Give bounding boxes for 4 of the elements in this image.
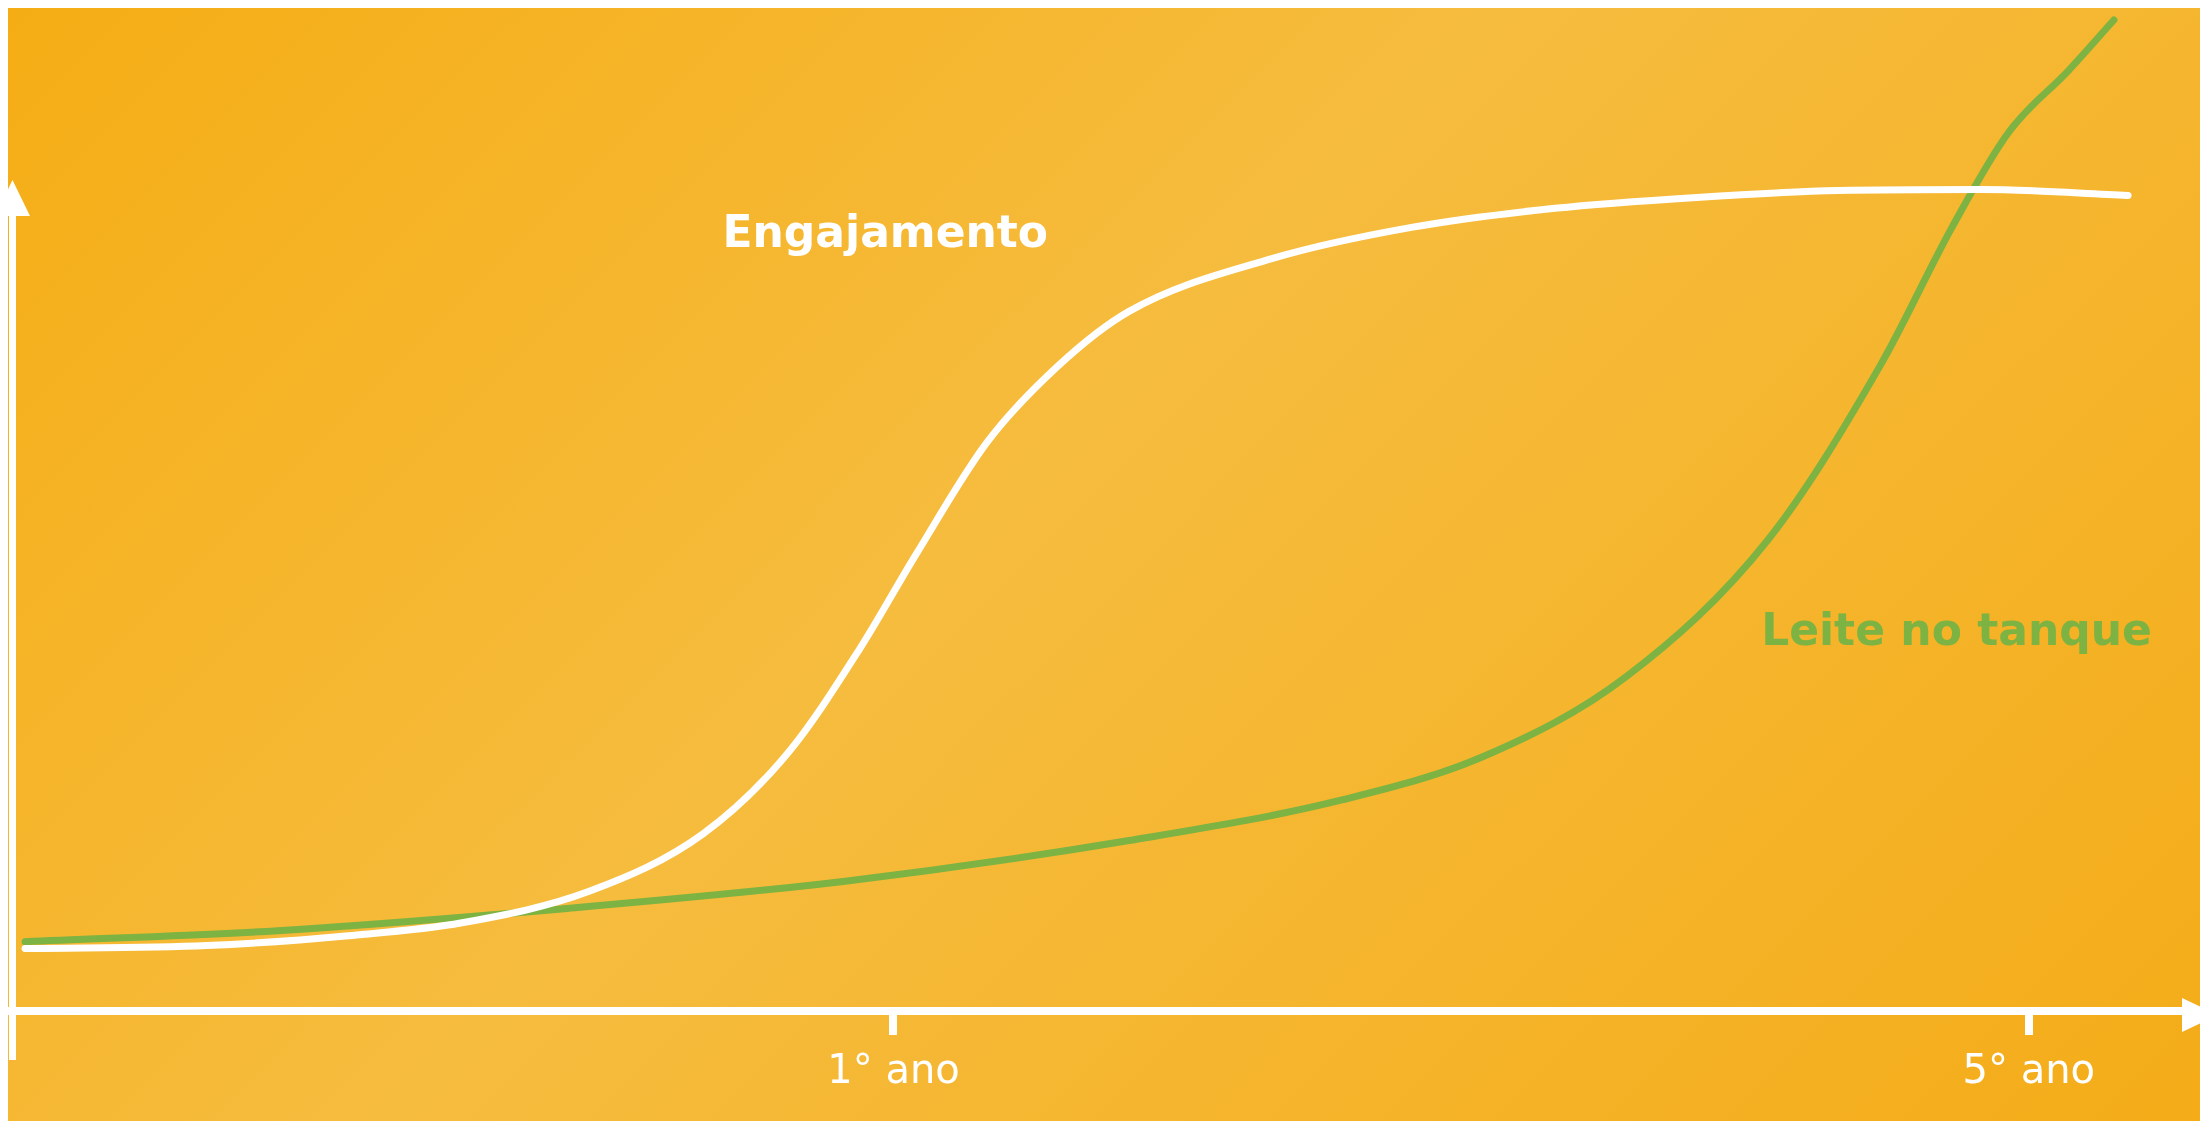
text: Engajamento bbox=[722, 206, 1049, 258]
x-tick-label: 1° ano bbox=[827, 1046, 960, 1093]
series-label: Leite no tanque bbox=[1761, 604, 2152, 656]
x-tick-label: 5° ano bbox=[1962, 1046, 2095, 1093]
